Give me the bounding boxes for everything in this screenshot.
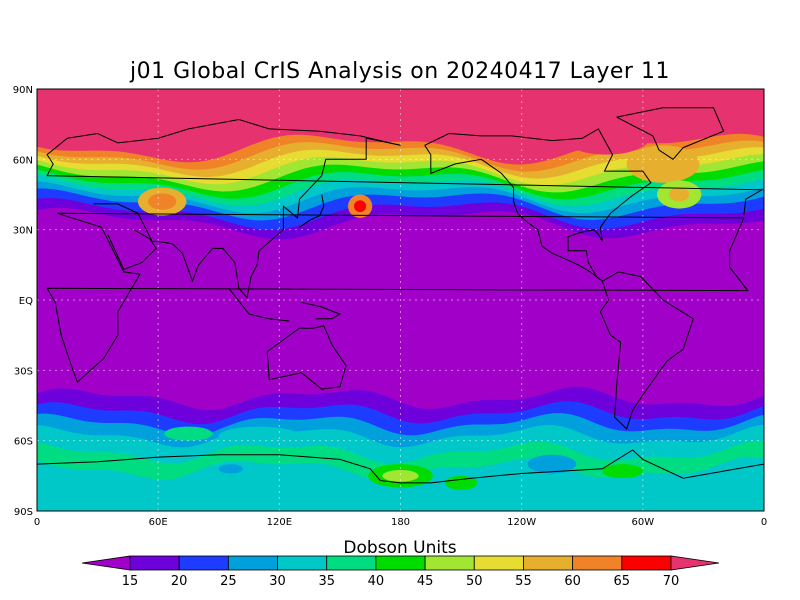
ozone-cell — [602, 464, 643, 479]
map-frame — [36, 88, 765, 512]
x-tick-label: 120E — [267, 517, 292, 528]
colorbar-box — [424, 555, 475, 571]
x-tick-label: 180 — [391, 517, 410, 528]
coastline — [107, 229, 157, 271]
colorbar-box — [572, 555, 623, 571]
ozone-cell — [669, 187, 690, 202]
ozone-cell — [354, 200, 367, 213]
colorbar-level-label: 25 — [220, 574, 237, 589]
ozone-cell — [562, 117, 651, 155]
ozone-cell — [444, 475, 478, 490]
y-tick-label: 60N — [13, 155, 33, 166]
colorbar-level-label: 50 — [466, 574, 483, 589]
colorbar-box — [227, 555, 278, 571]
colorbar-level-label: 60 — [564, 574, 581, 589]
coastline — [424, 145, 603, 282]
coastline — [616, 107, 725, 160]
ozone-cell — [218, 426, 300, 446]
coastline — [37, 449, 764, 484]
colorbar-box — [129, 555, 180, 571]
coastline — [301, 301, 342, 320]
chart-title: j01 Global CrIS Analysis on 20240417 Lay… — [129, 59, 670, 84]
ozone-cell — [164, 426, 213, 441]
colorbar-level-label: 65 — [614, 574, 631, 589]
colorbar-box — [178, 555, 229, 571]
colorbar-box — [621, 555, 672, 571]
x-tick-label: 60E — [149, 517, 168, 528]
coastline — [46, 118, 764, 216]
x-tick-label: 0 — [761, 517, 767, 528]
colorbar-box — [326, 555, 377, 571]
colorbar-title: Dobson Units — [343, 538, 456, 558]
coastline — [299, 194, 325, 228]
colorbar-level-label: 15 — [122, 574, 139, 589]
y-tick-label: 30N — [13, 226, 33, 237]
y-tick-label: 90S — [14, 507, 33, 518]
y-tick-label: 30S — [14, 366, 33, 377]
ozone-cell — [382, 469, 419, 482]
y-tick-label: 60S — [14, 437, 33, 448]
colorbar-arrow-high — [670, 555, 720, 571]
colorbar-level-label: 55 — [515, 574, 532, 589]
colorbar-level-label: 70 — [663, 574, 680, 589]
colorbar-level-label: 40 — [368, 574, 385, 589]
coastline — [424, 128, 652, 282]
coastline — [46, 212, 749, 383]
map-plot-area — [37, 89, 764, 511]
y-tick-label: 90N — [13, 85, 33, 96]
colorbar-box — [473, 555, 524, 571]
coastline — [599, 271, 694, 430]
coastline — [93, 137, 401, 299]
ozone-cell — [148, 193, 177, 210]
colorbar-level-label: 20 — [171, 574, 188, 589]
x-tick-label: 60W — [632, 517, 655, 528]
x-tick-label: 0 — [34, 517, 40, 528]
coastline — [266, 325, 347, 390]
colorbar-level-label: 35 — [318, 574, 335, 589]
colorbar-box — [523, 555, 574, 571]
y-tick-label: EQ — [19, 296, 33, 307]
colorbar-box — [277, 555, 328, 571]
x-axis: 0 60E 120E 180 120W 60W 0 — [34, 517, 767, 528]
x-tick-label: 120W — [507, 517, 536, 528]
y-axis: 90N 60N 30N EQ 30S 60S 90S — [13, 85, 33, 518]
ozone-cell — [218, 464, 243, 474]
colorbar-level-label: 30 — [269, 574, 286, 589]
colorbar-box — [375, 555, 426, 571]
colorbar-arrow-low — [81, 555, 131, 571]
colorbar: 15 20 25 30 35 40 45 50 55 60 65 70 — [81, 555, 720, 589]
ozone-cell — [626, 145, 700, 183]
coastline — [228, 287, 290, 322]
ozone-cell — [527, 454, 577, 474]
colorbar-level-label: 45 — [417, 574, 434, 589]
